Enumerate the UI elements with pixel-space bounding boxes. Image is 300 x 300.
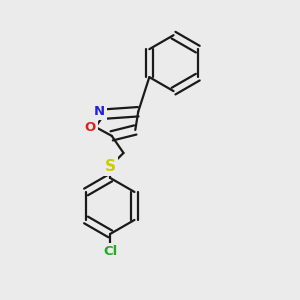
Text: S: S [105, 159, 116, 174]
Text: O: O [85, 121, 96, 134]
Text: Cl: Cl [103, 245, 117, 258]
Text: N: N [94, 105, 105, 118]
